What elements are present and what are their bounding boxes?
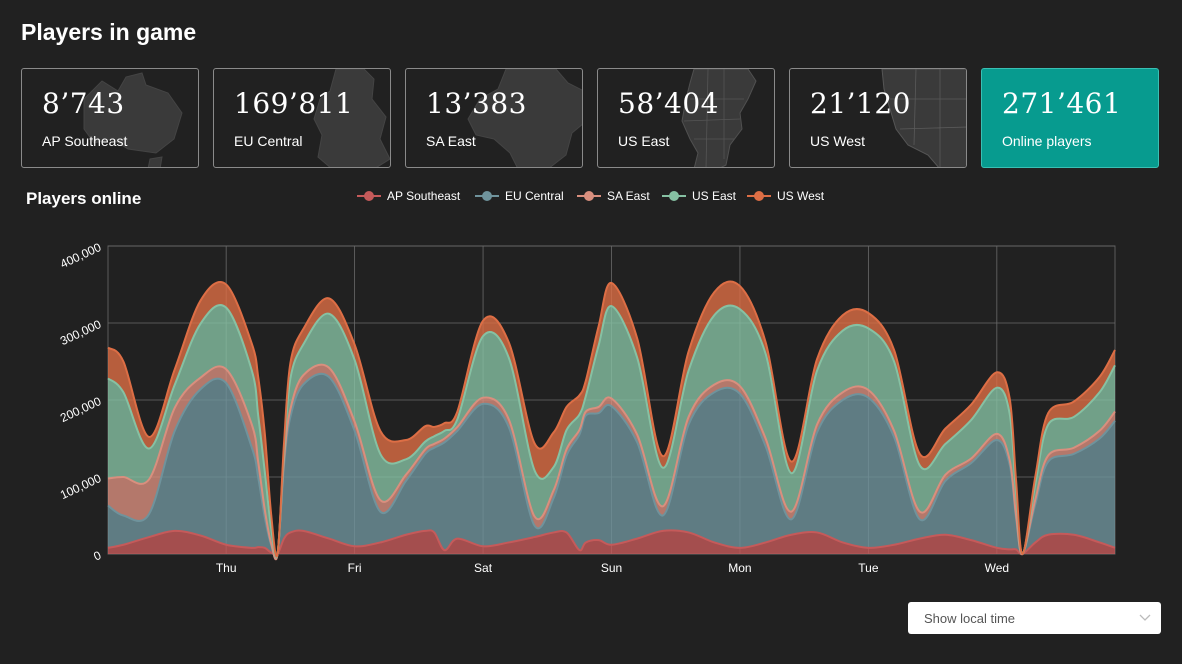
australia-map-icon (83, 72, 183, 167)
legend-label: US East (692, 189, 737, 203)
x-tick-label: Fri (348, 561, 362, 575)
line-us-west (107, 280, 1116, 558)
card-label: US West (810, 133, 865, 149)
line-us-east (107, 304, 1116, 559)
show-local-time-label: Show local time (924, 611, 1016, 626)
y-tick-label: 200,000 (58, 394, 104, 425)
card-value: 271’461 (1002, 87, 1122, 120)
x-tick-label: Sun (601, 561, 622, 575)
area-us-east (108, 305, 1115, 560)
us-west-map-icon (881, 69, 966, 167)
card-ap-southeast[interactable]: 8’743 AP Southeast (21, 68, 199, 168)
card-value: 169’811 (234, 87, 354, 120)
legend-item-us-east[interactable]: US East (662, 189, 737, 203)
us-east-map-icon (681, 69, 757, 167)
card-label: SA East (426, 133, 476, 149)
card-eu-central[interactable]: 169’811 EU Central (213, 68, 391, 168)
legend-item-ap-southeast[interactable]: AP Southeast (357, 189, 461, 203)
x-tick-label: Thu (216, 561, 237, 575)
card-label: AP Southeast (42, 133, 128, 149)
card-us-west[interactable]: 21’120 US West (789, 68, 967, 168)
legend-marker (754, 191, 764, 201)
area-us-west (108, 281, 1115, 558)
show-local-time-select[interactable]: Show local time (908, 602, 1161, 634)
legend-label: AP Southeast (387, 189, 461, 203)
x-tick-label: Sat (474, 561, 493, 575)
chevron-down-icon (1139, 614, 1151, 621)
area-sa-east (108, 364, 1115, 560)
card-sa-east[interactable]: 13’383 SA East (405, 68, 583, 168)
card-value: 13’383 (426, 87, 527, 120)
line-sa-east (107, 363, 1116, 561)
legend-marker (482, 191, 492, 201)
area-eu-central (108, 373, 1115, 560)
legend-marker (584, 191, 594, 201)
card-online-players[interactable]: 271’461 Online players (981, 68, 1159, 168)
card-label: Online players (1002, 133, 1092, 149)
card-value: 8’743 (42, 87, 125, 120)
page-title: Players in game (21, 19, 197, 45)
legend-label: EU Central (505, 189, 564, 203)
legend-item-sa-east[interactable]: SA East (577, 189, 650, 203)
players-online-chart: 0 100,000 200,000 300,000 400,000 Thu Fri Sat Su… (58, 189, 1116, 575)
chart-title: Players online (26, 189, 142, 208)
x-tick-label: Wed (985, 561, 1009, 575)
legend-label: SA East (607, 189, 650, 203)
card-us-east[interactable]: 58’404 US East (597, 68, 775, 168)
y-tick-label: 100,000 (58, 471, 104, 502)
x-tick-label: Mon (728, 561, 751, 575)
brazil-map-icon (467, 69, 582, 167)
x-tick-label: Tue (858, 561, 879, 575)
area-ap-southeast (108, 530, 1115, 555)
legend-label: US West (777, 189, 825, 203)
germany-map-icon (313, 69, 390, 167)
y-tick-label: 0 (91, 548, 103, 564)
legend-marker (364, 191, 374, 201)
card-label: US East (618, 133, 670, 149)
legend-item-eu-central[interactable]: EU Central (475, 189, 564, 203)
y-tick-label: 300,000 (58, 317, 104, 348)
legend-item-us-west[interactable]: US West (747, 189, 825, 203)
line-ap-southeast (107, 529, 1116, 556)
card-value: 58’404 (618, 87, 719, 120)
card-value: 21’120 (810, 87, 911, 120)
card-label: EU Central (234, 133, 303, 149)
legend-marker (669, 191, 679, 201)
y-tick-label: 400,000 (58, 240, 104, 271)
